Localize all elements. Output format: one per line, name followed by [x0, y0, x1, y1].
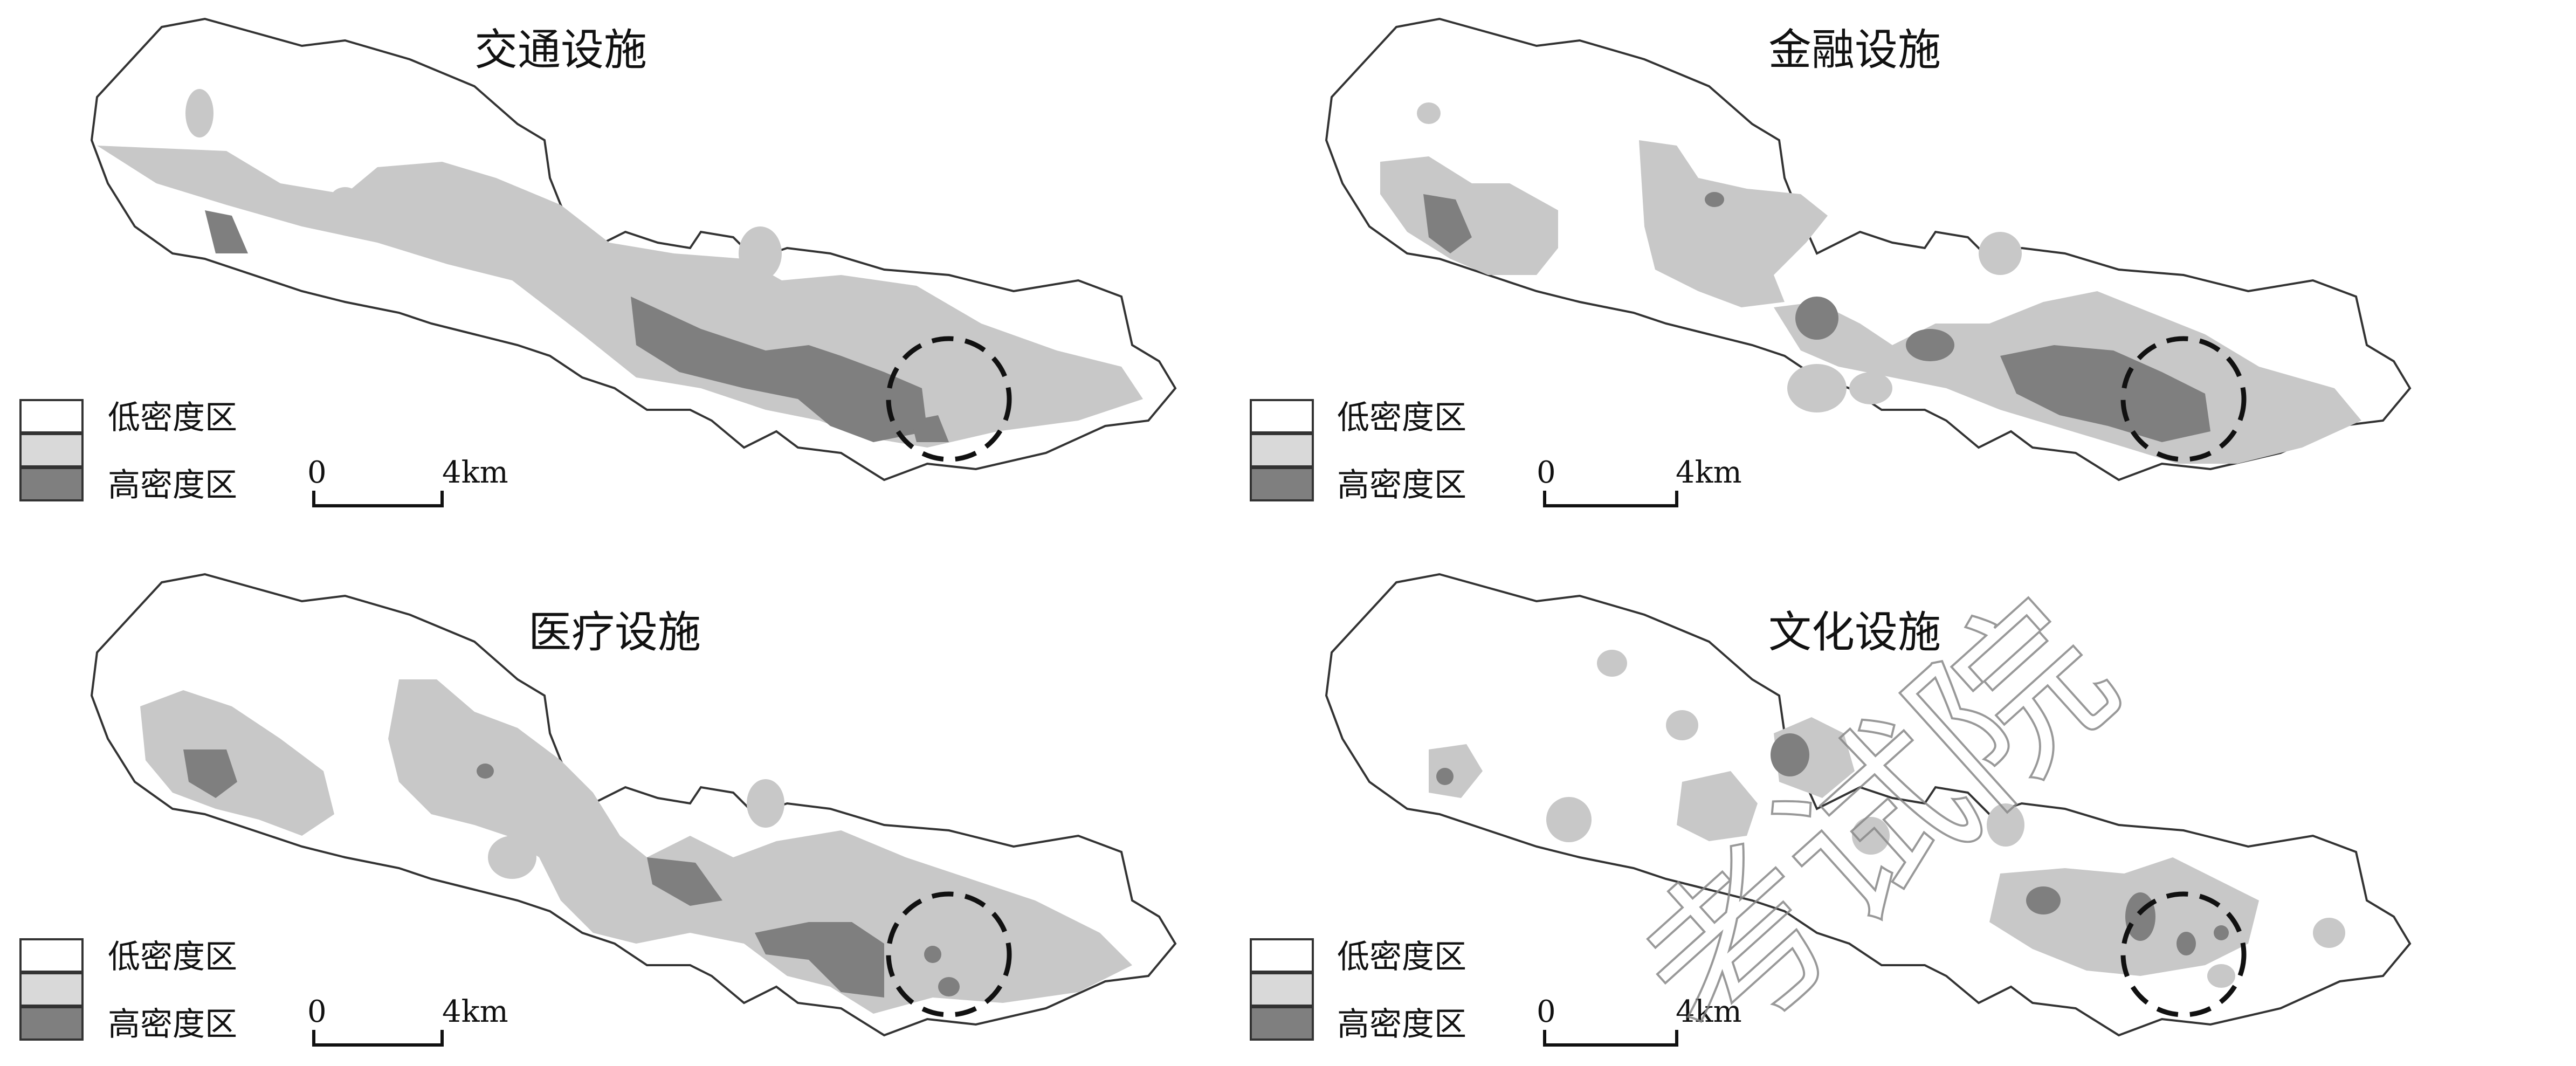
scale-start-label: 0 — [307, 994, 327, 1029]
panel-title: 金融设施 — [1768, 25, 1941, 75]
scale-end-label: 4km — [1676, 994, 1742, 1029]
legend-label-low: 低密度区 — [108, 399, 237, 437]
scale-start-label: 0 — [1537, 994, 1556, 1029]
highlight-circle — [886, 891, 1012, 1017]
scale-end-label: 4km — [1676, 455, 1742, 490]
legend: 低密度区 高密度区 — [1250, 399, 1466, 504]
legend-swatch-medium — [19, 433, 84, 467]
high-density-area — [205, 210, 949, 442]
highlight-circle — [2120, 336, 2247, 462]
legend-label-low: 低密度区 — [108, 938, 237, 976]
highlight-circle — [2120, 891, 2247, 1017]
legend-swatch-medium — [1250, 972, 1314, 1007]
legend: 低密度区 高密度区 — [1250, 938, 1466, 1043]
legend-swatch-high — [1250, 1006, 1314, 1041]
panel-title: 交通设施 — [474, 25, 647, 75]
legend-swatch-medium — [19, 972, 84, 1007]
scale-start-label: 0 — [1537, 455, 1556, 490]
panel-transport: 交通设施 低密度区 高密度区 0 4km — [19, 18, 1176, 507]
legend-swatch-medium — [1250, 433, 1314, 467]
panel-finance: 金融设施 低密度区 高密度区 0 4km — [1250, 18, 2411, 507]
legend-swatch-low — [19, 399, 84, 434]
legend-swatch-low — [19, 938, 84, 973]
scale-start-label: 0 — [307, 455, 327, 490]
legend: 低密度区 高密度区 — [19, 938, 237, 1043]
legend-label-high: 高密度区 — [1337, 466, 1466, 504]
medium-density-area — [140, 679, 1132, 1014]
high-density-area — [183, 749, 960, 998]
high-density-area — [1423, 192, 2210, 442]
panel-title: 文化设施 — [1768, 607, 1941, 657]
legend-label-high: 高密度区 — [108, 1006, 237, 1043]
scale-bar: 0 4km — [307, 455, 508, 507]
scale-end-label: 4km — [442, 994, 508, 1029]
high-density-area — [1436, 733, 2229, 955]
legend-swatch-low — [1250, 938, 1314, 973]
panel-culture: 文化设施 低密度区 高密度区 0 4km — [1250, 573, 2411, 1047]
panel-title: 医疗设施 — [528, 607, 701, 657]
scale-end-label: 4km — [442, 455, 508, 490]
legend-swatch-high — [19, 1006, 84, 1041]
highlight-circle — [886, 336, 1012, 462]
legend-label-low: 低密度区 — [1337, 938, 1466, 976]
legend-swatch-high — [19, 467, 84, 501]
legend-swatch-high — [1250, 467, 1314, 501]
legend-label-low: 低密度区 — [1337, 399, 1466, 437]
scale-bar: 0 4km — [1537, 455, 1742, 507]
legend-label-high: 高密度区 — [1337, 1006, 1466, 1043]
scale-bar: 0 4km — [1537, 994, 1742, 1047]
scale-bar: 0 4km — [307, 994, 508, 1047]
panel-medical: 医疗设施 低密度区 高密度区 0 4km — [19, 573, 1176, 1047]
legend-label-high: 高密度区 — [108, 466, 237, 504]
legend: 低密度区 高密度区 — [19, 399, 237, 504]
legend-swatch-low — [1250, 399, 1314, 434]
